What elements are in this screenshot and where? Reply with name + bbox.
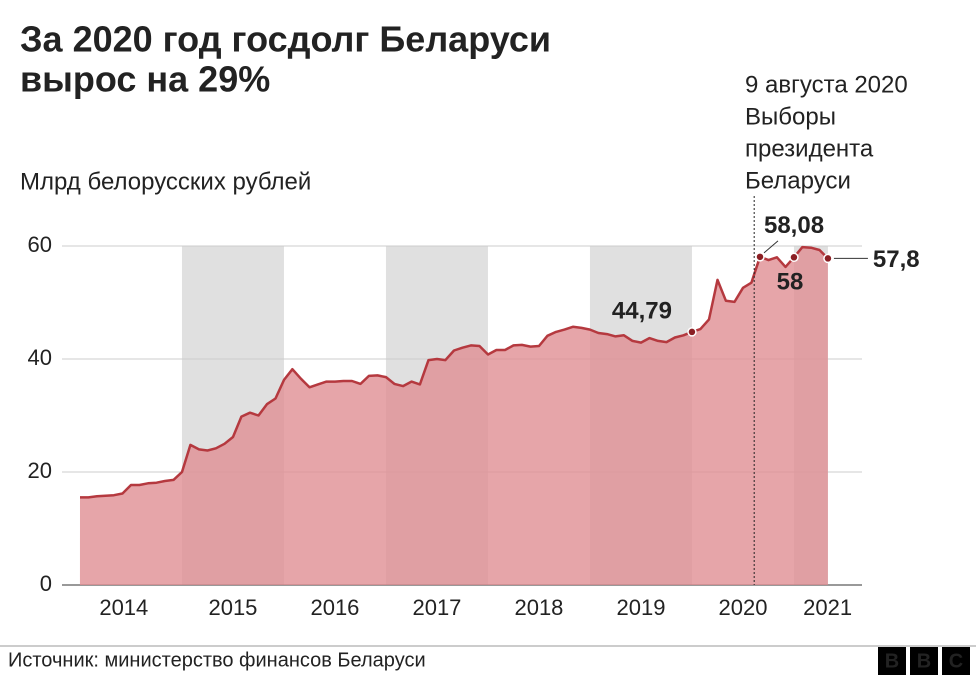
point [687,327,697,337]
logo-letter: B [885,650,899,672]
chart-title: вырос на 29% [20,59,270,100]
point [823,253,833,264]
x-tick-label: 2018 [514,595,563,620]
logo-letter: C [949,650,963,672]
x-tick-label: 2019 [616,595,665,620]
x-tick-label: 2020 [718,595,767,620]
axis-label: Млрд белорусских рублей [20,168,311,195]
annotation-text: Выборы [745,103,836,130]
point [755,252,765,262]
annotation-text: Беларуси [745,167,851,194]
x-tick-label: 2017 [412,595,461,620]
value-label: 57,8 [873,246,920,273]
logo-block [942,647,970,675]
y-tick-label: 20 [28,458,52,483]
y-tick-label: 60 [28,232,52,257]
label-connector [763,240,779,254]
x-tick-label: 2016 [310,595,359,620]
value-label: 44,79 [612,297,672,324]
logo-letter: B [917,650,931,672]
chart-title: За 2020 год госдолг Беларуси [20,19,551,60]
logo-block [910,647,938,675]
value-label: 58 [777,269,804,296]
x-tick-label: 2015 [208,595,257,620]
x-tick-label: 2014 [99,595,148,620]
point [789,252,799,263]
value-label: 58,08 [764,212,824,239]
annotation-text: 9 августа 2020 [745,71,908,98]
logo-block [878,647,906,675]
x-tick-label: 2021 [803,595,852,620]
y-tick-label: 0 [40,571,52,596]
line [80,245,829,499]
y-tick-label: 40 [28,345,52,370]
annotation-text: президента [745,135,874,162]
area [79,247,828,585]
source: Источник: министерство финансов Беларуси [8,649,426,671]
